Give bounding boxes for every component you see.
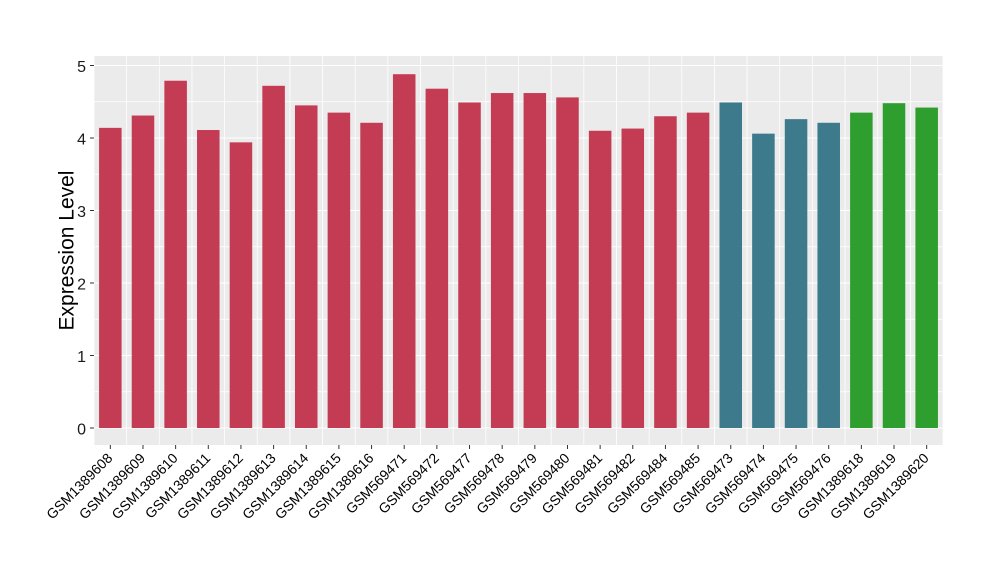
svg-text:1: 1: [77, 349, 86, 366]
svg-text:4: 4: [77, 131, 86, 148]
svg-text:5: 5: [77, 59, 86, 76]
svg-text:Expression Level: Expression Level: [56, 171, 79, 331]
svg-text:0: 0: [77, 421, 86, 438]
